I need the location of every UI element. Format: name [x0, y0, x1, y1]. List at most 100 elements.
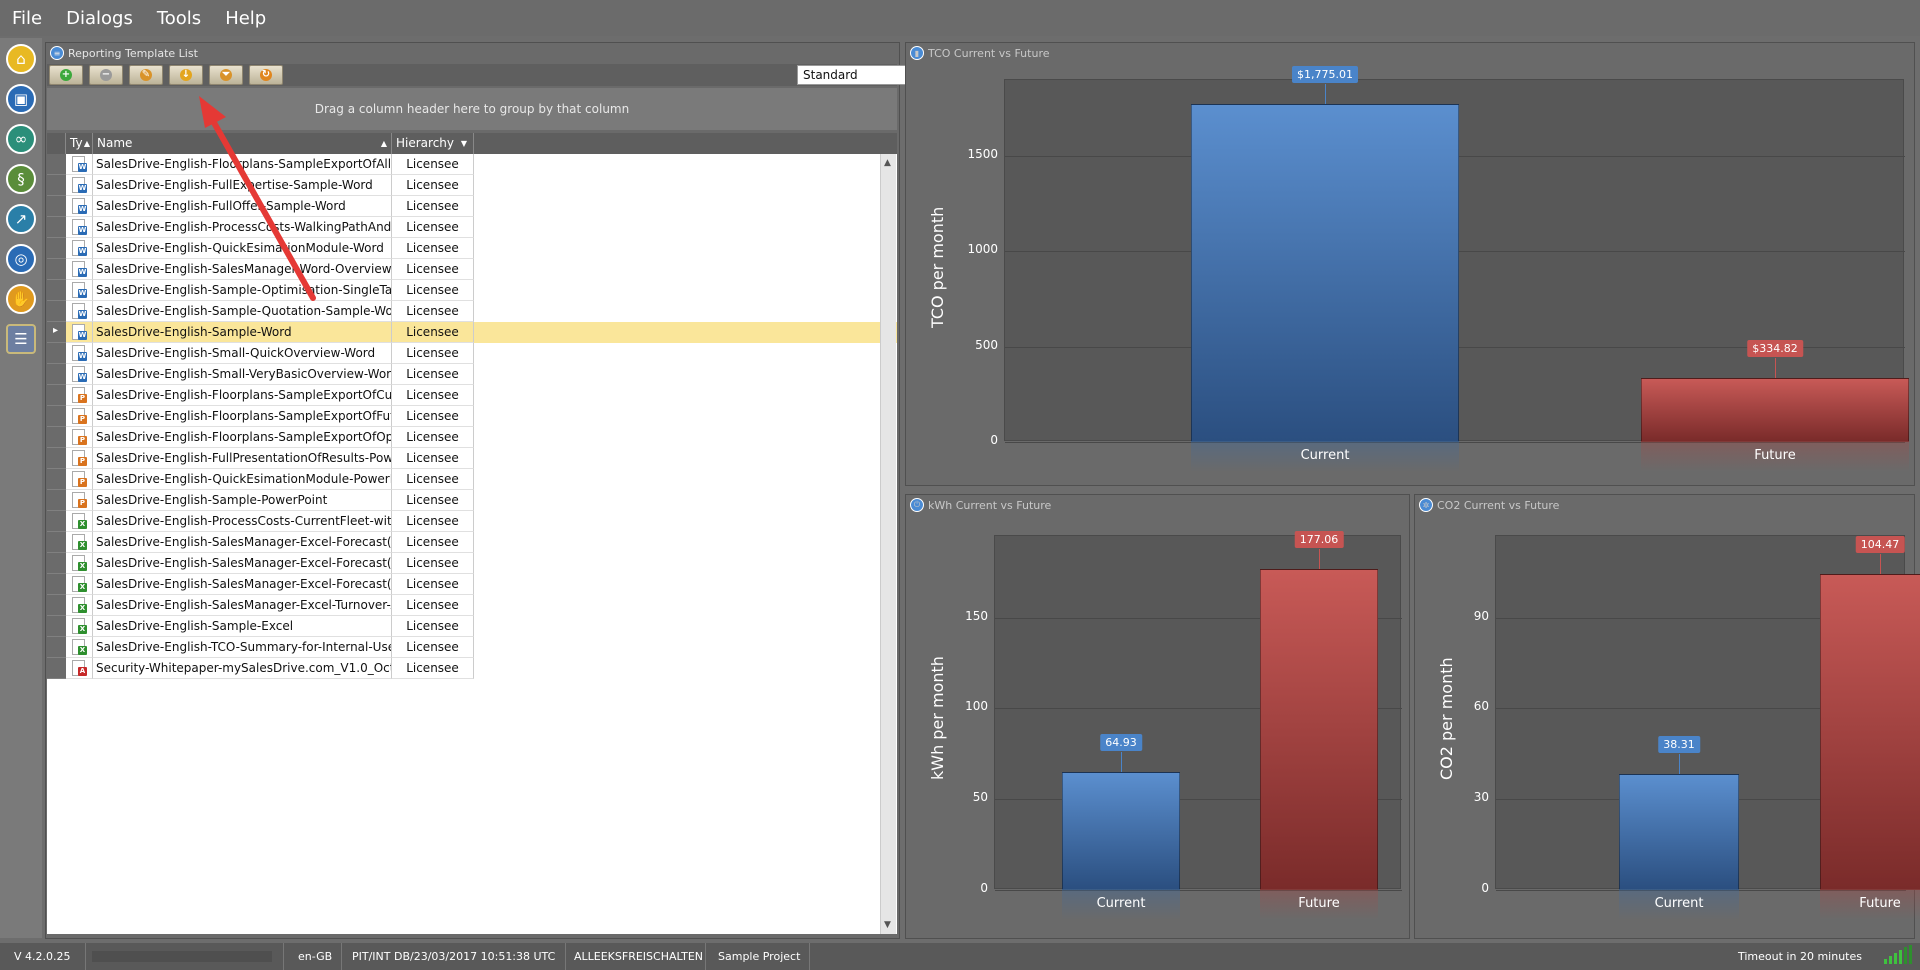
add-button[interactable]: + — [49, 65, 83, 85]
table-row[interactable]: X SalesDrive-English-SalesManager-Excel-F… — [47, 553, 897, 574]
row-indicator[interactable] — [47, 364, 66, 385]
bar-future[interactable] — [1260, 568, 1378, 890]
edit-button[interactable]: ✎ — [129, 65, 163, 85]
table-row[interactable]: W SalesDrive-English-Floorplans-SampleExp… — [47, 154, 897, 175]
table-row[interactable]: P SalesDrive-English-Floorplans-SampleExp… — [47, 427, 897, 448]
row-indicator[interactable] — [47, 238, 66, 259]
menu-help[interactable]: Help — [225, 7, 267, 29]
bar-future[interactable] — [1820, 573, 1920, 890]
bar-current[interactable] — [1191, 103, 1459, 442]
name-cell: SalesDrive-English-Sample-Quotation-Samp… — [93, 301, 392, 322]
row-indicator[interactable] — [47, 469, 66, 490]
table-row[interactable]: P SalesDrive-English-Floorplans-SampleExp… — [47, 406, 897, 427]
row-indicator[interactable] — [47, 658, 66, 679]
row-indicator[interactable] — [47, 490, 66, 511]
table-row[interactable]: W SalesDrive-English-FullOffer-Sample-Wor… — [47, 196, 897, 217]
row-indicator[interactable] — [47, 511, 66, 532]
row-indicator[interactable] — [47, 301, 66, 322]
view-combo[interactable]: Standard — [797, 65, 933, 85]
menu-dialogs[interactable]: Dialogs — [66, 7, 133, 29]
row-indicator[interactable] — [47, 427, 66, 448]
chart-line-icon[interactable]: ↗ — [6, 204, 36, 234]
folder-icon[interactable]: ▣ — [6, 84, 36, 114]
grid-scrollbar[interactable]: ▲ ▼ — [880, 154, 896, 934]
table-row[interactable]: X SalesDrive-English-Sample-Excel Licensee — [47, 616, 897, 637]
excel-file-icon: X — [72, 618, 87, 634]
table-row[interactable]: W SalesDrive-English-QuickEsimationModule… — [47, 238, 897, 259]
table-row[interactable]: W SalesDrive-English-Sample-Optimisation-… — [47, 280, 897, 301]
table-row[interactable]: X SalesDrive-English-ProcessCosts-Current… — [47, 511, 897, 532]
row-indicator[interactable] — [47, 343, 66, 364]
table-row[interactable]: P SalesDrive-English-Sample-PowerPoint Lic… — [47, 490, 897, 511]
tco-chart-panel: ▮ TCO Current vs Future $1,775.01 Current… — [905, 42, 1915, 486]
menu-file[interactable]: File — [12, 7, 43, 29]
row-indicator[interactable] — [47, 448, 66, 469]
row-indicator[interactable] — [47, 175, 66, 196]
table-row[interactable]: W SalesDrive-English-FullExpertise-Sample… — [47, 175, 897, 196]
target-icon[interactable]: ◎ — [6, 244, 36, 274]
row-indicator[interactable] — [47, 637, 66, 658]
table-row[interactable]: P SalesDrive-English-Floorplans-SampleExp… — [47, 385, 897, 406]
remove-button[interactable]: − — [89, 65, 123, 85]
table-row[interactable]: X SalesDrive-English-SalesManager-Excel-T… — [47, 595, 897, 616]
report-list-icon[interactable]: ☰ — [6, 324, 36, 354]
home-icon[interactable]: ⌂ — [6, 44, 36, 74]
row-indicator[interactable] — [47, 574, 66, 595]
bar-current[interactable] — [1062, 772, 1180, 890]
row-indicator[interactable] — [47, 259, 66, 280]
table-row[interactable]: ▸ W SalesDrive-English-Sample-Word Licensee — [47, 322, 897, 343]
row-indicator[interactable] — [47, 595, 66, 616]
table-row[interactable]: W SalesDrive-English-Small-VeryBasicOverv… — [47, 364, 897, 385]
type-cell: A — [66, 658, 93, 679]
row-indicator[interactable] — [47, 217, 66, 238]
word-file-icon: W — [72, 156, 87, 172]
table-row[interactable]: W SalesDrive-English-Sample-Quotation-Sam… — [47, 301, 897, 322]
word-file-icon: W — [72, 177, 87, 193]
scroll-up-icon[interactable]: ▲ — [884, 158, 891, 168]
row-indicator[interactable] — [47, 616, 66, 637]
scroll-icon[interactable]: § — [6, 164, 36, 194]
project-label[interactable]: Sample Project — [710, 943, 810, 970]
bar-future[interactable] — [1641, 378, 1909, 442]
table-row[interactable]: P SalesDrive-English-QuickEsimationModule… — [47, 469, 897, 490]
binoculars-icon[interactable]: ∞ — [6, 124, 36, 154]
table-row[interactable]: A Security-Whitepaper-mySalesDrive.com_V1… — [47, 658, 897, 679]
row-indicator[interactable] — [47, 280, 66, 301]
gridline — [995, 890, 1402, 891]
table-row[interactable]: P SalesDrive-English-FullPresentationOfRe… — [47, 448, 897, 469]
table-row[interactable]: W SalesDrive-English-Small-QuickOverview-… — [47, 343, 897, 364]
row-indicator[interactable] — [47, 385, 66, 406]
filter-dropdown-icon[interactable]: ▼ — [460, 139, 467, 148]
row-indicator[interactable] — [47, 154, 66, 175]
column-header-hierarchy[interactable]: Hierarchy ▼ — [392, 133, 474, 154]
handshake-icon[interactable]: ✋ — [6, 284, 36, 314]
column-header-type[interactable]: Ty ▲ — [66, 133, 93, 154]
scroll-down-icon[interactable]: ▼ — [884, 920, 891, 930]
bar-current[interactable] — [1619, 774, 1739, 890]
hierarchy-cell: Licensee — [392, 175, 474, 196]
refresh-button[interactable]: ↻ — [249, 65, 283, 85]
table-row[interactable]: W SalesDrive-English-ProcessCosts-Walking… — [47, 217, 897, 238]
filter-button[interactable]: ⏷ — [209, 65, 243, 85]
type-cell: X — [66, 616, 93, 637]
row-indicator[interactable] — [47, 406, 66, 427]
ppt-file-icon: P — [72, 492, 87, 508]
grid-header: Ty ▲ Name ▲ Hierarchy ▼ — [47, 133, 897, 154]
row-indicator[interactable] — [47, 553, 66, 574]
locale-label: en-GB — [290, 943, 342, 970]
hierarchy-cell: Licensee — [392, 322, 474, 343]
row-indicator[interactable] — [47, 532, 66, 553]
table-row[interactable]: X SalesDrive-English-SalesManager-Excel-F… — [47, 532, 897, 553]
hierarchy-cell: Licensee — [392, 217, 474, 238]
table-row[interactable]: X SalesDrive-English-SalesManager-Excel-F… — [47, 574, 897, 595]
menu-tools[interactable]: Tools — [156, 7, 202, 29]
data-label: 177.06 — [1294, 530, 1344, 548]
table-row[interactable]: W SalesDrive-English-SalesManager-Word-Ov… — [47, 259, 897, 280]
group-by-area[interactable]: Drag a column header here to group by th… — [47, 88, 897, 130]
row-indicator[interactable] — [47, 196, 66, 217]
row-indicator[interactable]: ▸ — [47, 322, 66, 343]
table-row[interactable]: X SalesDrive-English-TCO-Summary-for-Inte… — [47, 637, 897, 658]
hierarchy-cell: Licensee — [392, 469, 474, 490]
download-button[interactable]: ↓ — [169, 65, 203, 85]
column-header-name[interactable]: Name ▲ — [93, 133, 392, 154]
